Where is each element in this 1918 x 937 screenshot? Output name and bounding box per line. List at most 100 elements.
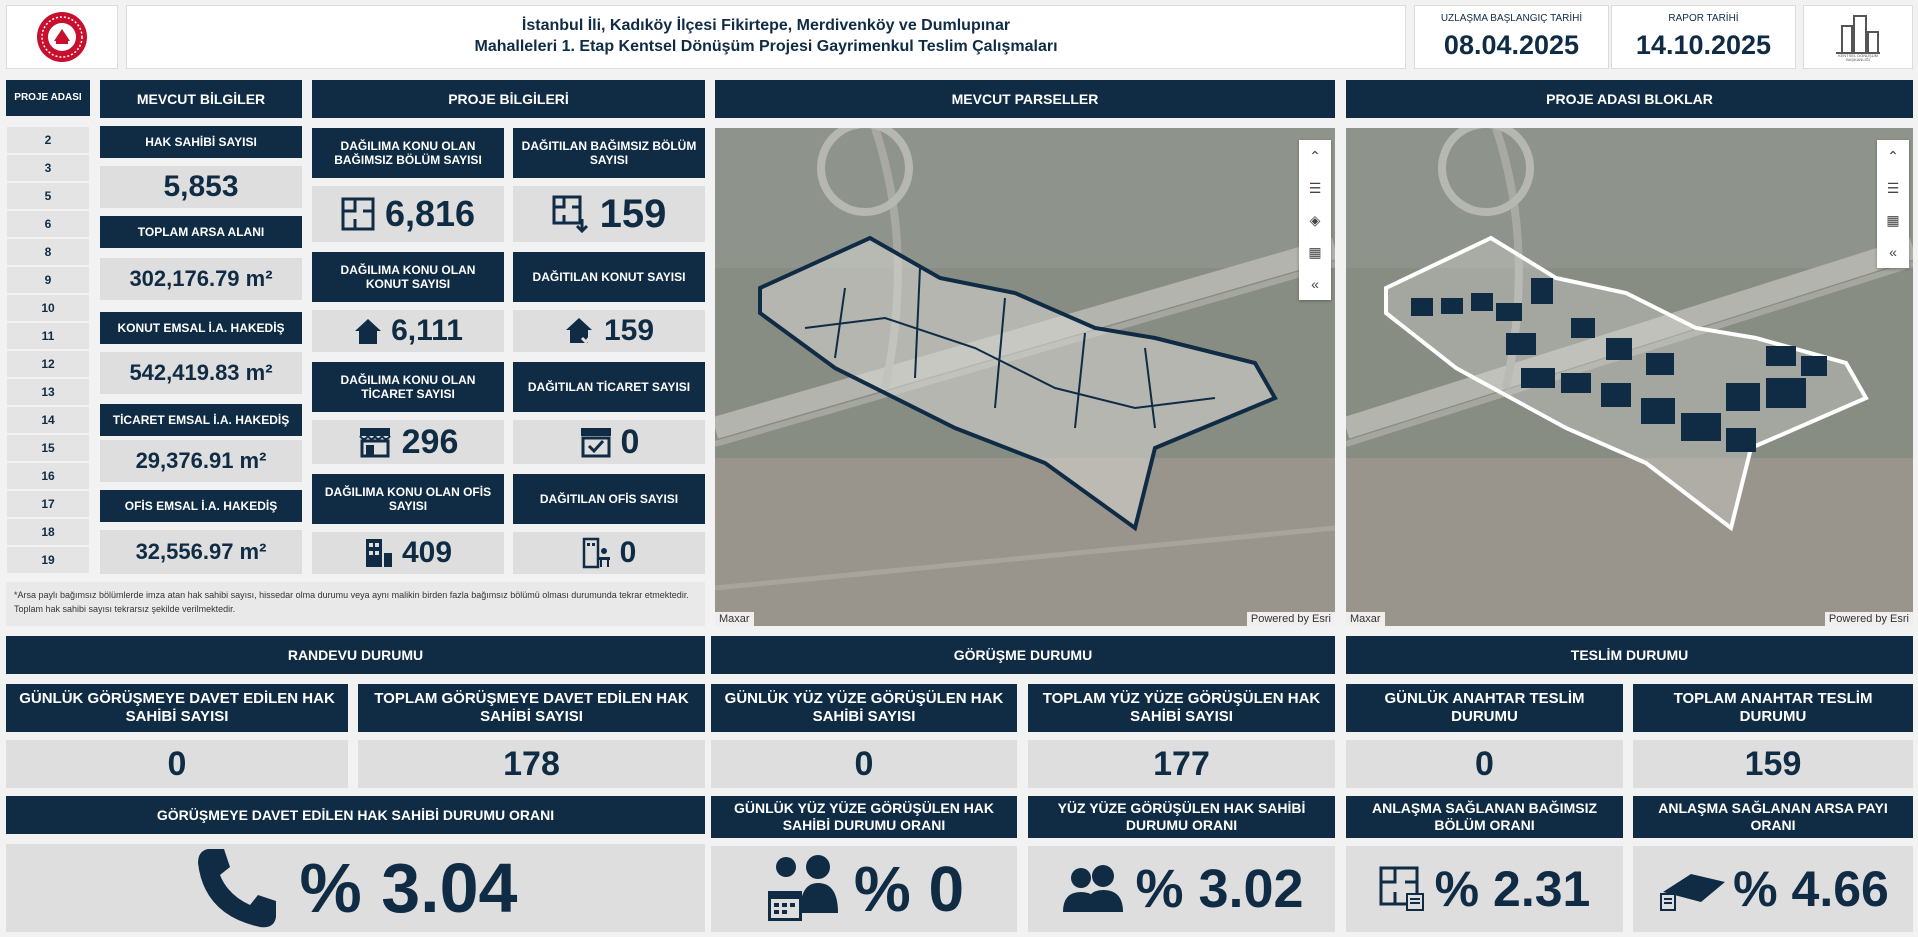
meeting-people-icon [1063, 865, 1124, 912]
office-entitlement-label: OFİS EMSAL İ.A. HAKEDİŞ [100, 490, 302, 522]
appointment-ratio-value: % 3.04 [299, 849, 518, 927]
project-island-item[interactable]: 19 [6, 546, 90, 574]
report-date-box: RAPOR TARİHİ 14.10.2025 [1611, 5, 1796, 69]
project-island-item[interactable]: 17 [6, 490, 90, 518]
office-entitlement-value: 32,556.97 m² [100, 530, 302, 574]
commerce-distributed-label: DAĞITILAN TİCARET SAYISI [513, 362, 705, 412]
appointment-ratio-label: GÖRÜŞMEYE DAVET EDİLEN HAK SAHİBİ DURUMU… [6, 796, 705, 834]
project-info-header: PROJE BİLGİLERİ [312, 80, 705, 118]
delivery-land-ratio-stat: % 4.66 [1633, 846, 1913, 932]
ministry-emblem-icon [37, 12, 87, 62]
agency-logo-caption: KENTSEL DÖNÜŞÜM BAŞKANLIĞI [1838, 52, 1878, 62]
basemap-gallery-icon[interactable]: ▦ [1308, 243, 1322, 260]
project-island-item[interactable]: 11 [6, 322, 90, 350]
delivery-land-ratio-value: % 4.66 [1733, 861, 1889, 917]
appointment-daily-label: GÜNLÜK GÖRÜŞMEYE DAVET EDİLEN HAK SAHİBİ… [6, 684, 348, 732]
project-island-item[interactable]: 10 [6, 294, 90, 322]
blocks-map-credit-left: Maxar [1346, 612, 1385, 626]
phone-icon [197, 849, 276, 928]
report-date-label: RAPOR TARİHİ [1668, 13, 1739, 24]
commerce-distributed-value: 0 [620, 422, 640, 461]
appointment-total-value: 178 [358, 740, 705, 788]
layers-icon[interactable]: ◈ [1309, 211, 1321, 228]
start-date-box: UZLAŞMA BAŞLANGIÇ TARİHİ 08.04.2025 [1414, 5, 1609, 69]
page-title-line2: Mahalleleri 1. Etap Kentsel Dönüşüm Proj… [474, 38, 1058, 55]
appointment-header: RANDEVU DURUMU [6, 636, 705, 674]
page-title-line1: İstanbul İli, Kadıköy İlçesi Fikirtepe, … [521, 17, 1011, 35]
project-island-item[interactable]: 15 [6, 434, 90, 462]
delivery-unit-ratio-value: % 2.31 [1434, 861, 1591, 917]
appointment-ratio-stat: % 3.04 [6, 844, 705, 932]
start-date-value: 08.04.2025 [1443, 30, 1580, 60]
units-distributed-label: DAĞITILAN BAĞIMSIZ BÖLÜM SAYISI [513, 128, 705, 178]
meeting-daily-ratio-stat: % 0 [711, 846, 1017, 932]
commerce-subject-label: DAĞILIMA KONU OLAN TİCARET SAYISI [312, 362, 504, 412]
current-info-header: MEVCUT BİLGİLER [100, 80, 302, 118]
project-island-item[interactable]: 8 [6, 238, 90, 266]
parcels-map[interactable]: ⌃ ☰ ◈ ▦ « Maxar Powered by Esri [715, 128, 1335, 626]
floorplan-icon [341, 197, 375, 231]
project-island-item[interactable]: 18 [6, 518, 90, 546]
project-island-item[interactable]: 16 [6, 462, 90, 490]
floorplan-arrow-icon [552, 195, 588, 233]
meeting-daily-ratio-value: % 0 [853, 853, 965, 925]
collapse-left-icon[interactable]: « [1311, 276, 1319, 292]
parcels-map-imagery[interactable] [715, 128, 1335, 626]
blocks-map[interactable]: ⌃ ☰ ▦ « Maxar Powered by Esri [1346, 128, 1913, 626]
house-check-icon [565, 318, 596, 345]
project-island-item[interactable]: 13 [6, 378, 90, 406]
blocks-map-credit-right[interactable]: Powered by Esri [1824, 612, 1913, 626]
meeting-ratio-stat: % 3.02 [1028, 846, 1335, 932]
legend-list-icon[interactable]: ☰ [1308, 179, 1322, 196]
blocks-map-imagery[interactable] [1346, 128, 1913, 626]
land-area-label: TOPLAM ARSA ALANI [100, 216, 302, 248]
commerce-subject-value: 296 [401, 422, 459, 461]
housing-distributed-label: DAĞITILAN KONUT SAYISI [513, 252, 705, 302]
parcels-map-credit-right[interactable]: Powered by Esri [1246, 612, 1335, 626]
project-island-item[interactable]: 6 [6, 210, 90, 238]
collapse-up-icon[interactable]: ⌃ [1309, 147, 1321, 164]
units-subject-label: DAĞILIMA KONU OLAN BAĞIMSIZ BÖLÜM SAYISI [312, 128, 504, 178]
land-parcel-icon [1660, 874, 1726, 911]
delivery-header: TESLİM DURUMU [1346, 636, 1913, 674]
commerce-distributed-stat: 0 [513, 420, 705, 464]
buildings-logo-icon [1836, 14, 1880, 54]
housing-distributed-stat: 159 [513, 310, 705, 352]
units-distributed-value: 159 [599, 191, 667, 236]
collapse-left-icon[interactable]: « [1889, 244, 1897, 260]
units-subject-stat: 6,816 [312, 186, 504, 242]
office-subject-label: DAĞILIMA KONU OLAN OFİS SAYISI [312, 474, 504, 524]
parcels-map-toolbar: ⌃ ☰ ◈ ▦ « [1299, 140, 1331, 300]
house-icon [355, 319, 382, 344]
blocks-map-header: PROJE ADASI BLOKLAR [1346, 80, 1913, 118]
commerce-entitlement-label: TİCARET EMSAL İ.A. HAKEDİŞ [100, 404, 302, 436]
project-island-list: 2 3 5 6 8 9 10 11 12 13 14 15 16 17 18 19 [6, 126, 90, 574]
header-title-box: İstanbul İli, Kadıköy İlçesi Fikirtepe, … [126, 5, 1406, 69]
office-desk-icon [582, 537, 610, 569]
delivery-daily-value: 0 [1346, 740, 1623, 788]
housing-subject-stat: 6,111 [312, 310, 504, 352]
appointment-total-label: TOPLAM GÖRÜŞMEYE DAVET EDİLEN HAK SAHİBİ… [358, 684, 705, 732]
meeting-total-label: TOPLAM YÜZ YÜZE GÖRÜŞÜLEN HAK SAHİBİ SAY… [1028, 684, 1335, 732]
delivery-land-ratio-label: ANLAŞMA SAĞLANAN ARSA PAYI ORANI [1633, 796, 1913, 838]
basemap-gallery-icon[interactable]: ▦ [1886, 211, 1900, 228]
delivery-daily-label: GÜNLÜK ANAHTAR TESLİM DURUMU [1346, 684, 1623, 732]
delivery-total-value: 159 [1633, 740, 1913, 788]
office-building-icon [365, 539, 392, 567]
office-distributed-label: DAĞITILAN OFİS SAYISI [513, 474, 705, 524]
collapse-up-icon[interactable]: ⌃ [1887, 147, 1899, 164]
meeting-daily-value: 0 [711, 740, 1017, 788]
ministry-logo-box [6, 5, 118, 69]
project-island-item[interactable]: 9 [6, 266, 90, 294]
project-island-item[interactable]: 2 [6, 126, 90, 154]
shop-check-icon [580, 428, 611, 458]
units-subject-value: 6,816 [384, 193, 476, 234]
units-distributed-stat: 159 [513, 186, 705, 242]
delivery-unit-ratio-label: ANLAŞMA SAĞLANAN BAĞIMSIZ BÖLÜM ORANI [1346, 796, 1623, 838]
office-subject-value: 409 [401, 536, 453, 569]
project-island-item[interactable]: 5 [6, 182, 90, 210]
legend-list-icon[interactable]: ☰ [1886, 179, 1900, 196]
project-island-item[interactable]: 3 [6, 154, 90, 182]
project-island-item[interactable]: 14 [6, 406, 90, 434]
project-island-item[interactable]: 12 [6, 350, 90, 378]
